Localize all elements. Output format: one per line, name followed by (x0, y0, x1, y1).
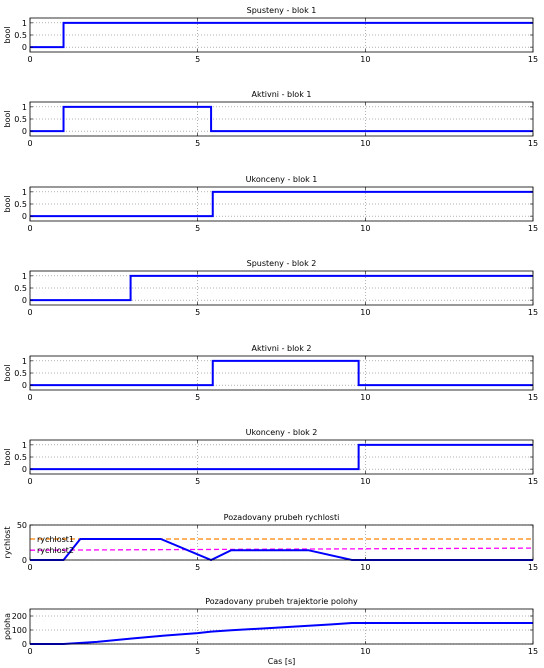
x-tick-label: 5 (195, 393, 200, 402)
x-tick-label: 10 (360, 477, 370, 486)
chart-title: Spusteny - blok 2 (247, 259, 317, 268)
y-tick-label: 1 (22, 272, 27, 281)
x-tick-label: 10 (360, 55, 370, 64)
x-tick-label: 15 (528, 308, 538, 317)
chart-title: Ukonceny - blok 1 (246, 175, 318, 184)
x-axis-label: Cas [s] (268, 657, 296, 666)
legend-label-rychlost1: rychlost1 (37, 535, 74, 544)
chart-title: Pozadovany prubeh rychlosti (224, 513, 340, 522)
chart-title: Pozadovany prubeh trajektorie polohy (205, 597, 358, 606)
subplot-4: Spusteny - blok 2 0 5 10 15 0 0.5 1 (14, 259, 538, 317)
x-tick-label: 0 (27, 308, 32, 317)
x-tick-label: 5 (195, 55, 200, 64)
y-tick-label: 200 (12, 612, 27, 621)
y-axis-label: bool (3, 448, 12, 465)
series-line (30, 274, 533, 302)
chart-title: Ukonceny - blok 2 (246, 428, 318, 437)
x-tick-label: 5 (195, 477, 200, 486)
series-line-rychlost2 (29, 547, 534, 551)
series-line (30, 359, 533, 387)
y-tick-label: 0 (22, 640, 27, 649)
series-line (30, 190, 533, 218)
x-tick-label: 15 (528, 563, 538, 572)
legend-label-rychlost2: rychlost2 (37, 546, 74, 555)
y-tick-label: 0 (22, 381, 27, 390)
subplot-2: Aktivni - blok 1 0 5 10 15 0 0.5 1 bool (3, 90, 538, 148)
x-tick-label: 0 (27, 563, 32, 572)
subplot-1: Spusteny - blok 1 0 5 10 15 0 0.5 1 bool (3, 6, 538, 64)
x-tick-label: 10 (360, 563, 370, 572)
axes-box (29, 524, 534, 561)
y-tick-label: 1 (22, 357, 27, 366)
y-tick-label: 0 (22, 556, 27, 565)
x-tick-label: 0 (27, 139, 32, 148)
y-axis-label: bool (3, 110, 12, 127)
y-tick-label: 1 (22, 188, 27, 197)
y-tick-label: 0 (22, 127, 27, 136)
y-tick-label: 0.5 (14, 369, 27, 378)
subplot-5: Aktivni - blok 2 0 5 10 15 0 0.5 1 bool (3, 344, 538, 402)
x-tick-label: 15 (528, 477, 538, 486)
y-tick-label: 0 (22, 465, 27, 474)
y-tick-label: 0.5 (14, 115, 27, 124)
x-tick-label: 5 (195, 139, 200, 148)
y-tick-label: 0 (22, 43, 27, 52)
chart-title: Aktivni - blok 1 (252, 90, 312, 99)
subplot-7: Pozadovany prubeh rychlosti 0 5 10 15 0 50 rych… (3, 513, 538, 572)
y-axis-label: bool (3, 364, 12, 381)
y-tick-label: 1 (22, 441, 27, 450)
x-tick-label: 15 (528, 393, 538, 402)
x-tick-label: 5 (195, 647, 200, 656)
x-tick-label: 10 (360, 647, 370, 656)
subplot-8: Pozadovany prubeh trajektorie polohy 0 5 10… (3, 597, 538, 666)
x-tick-label: 10 (360, 224, 370, 233)
x-tick-label: 15 (528, 55, 538, 64)
y-tick-label: 100 (12, 626, 27, 635)
series-line (30, 622, 533, 645)
y-tick-label: 0 (22, 212, 27, 221)
x-tick-label: 0 (27, 647, 32, 656)
x-tick-label: 5 (195, 308, 200, 317)
chart-title: Aktivni - blok 2 (252, 344, 312, 353)
x-tick-label: 10 (360, 139, 370, 148)
series-line (30, 105, 533, 133)
subplot-6: Ukonceny - blok 2 0 5 10 15 0 0.5 1 bool (3, 428, 538, 486)
y-axis-label: poloha (3, 613, 12, 640)
x-tick-label: 15 (528, 139, 538, 148)
x-tick-label: 5 (195, 224, 200, 233)
x-tick-label: 0 (27, 477, 32, 486)
x-tick-label: 0 (27, 393, 32, 402)
x-tick-label: 0 (27, 224, 32, 233)
y-axis-label: rychlost (3, 527, 12, 559)
y-axis-label: bool (3, 26, 12, 43)
x-tick-label: 0 (27, 55, 32, 64)
x-tick-label: 5 (195, 563, 200, 572)
y-tick-label: 1 (22, 103, 27, 112)
axes-box (29, 608, 534, 645)
x-tick-label: 10 (360, 308, 370, 317)
subplot-3: Ukonceny - blok 1 0 5 10 15 0 0.5 1 bool (3, 175, 538, 233)
y-tick-label: 50 (17, 521, 27, 530)
y-axis-label: bool (3, 195, 12, 212)
series-line (30, 443, 533, 471)
x-tick-label: 10 (360, 393, 370, 402)
chart-title: Spusteny - blok 1 (247, 6, 317, 15)
y-tick-label: 0.5 (14, 453, 27, 462)
series-line (30, 21, 533, 49)
y-tick-label: 0.5 (14, 284, 27, 293)
y-tick-label: 0 (22, 296, 27, 305)
y-tick-label: 1 (22, 19, 27, 28)
y-tick-label: 0.5 (14, 200, 27, 209)
y-tick-label: 0.5 (14, 31, 27, 40)
x-tick-label: 15 (528, 647, 538, 656)
x-tick-label: 15 (528, 224, 538, 233)
